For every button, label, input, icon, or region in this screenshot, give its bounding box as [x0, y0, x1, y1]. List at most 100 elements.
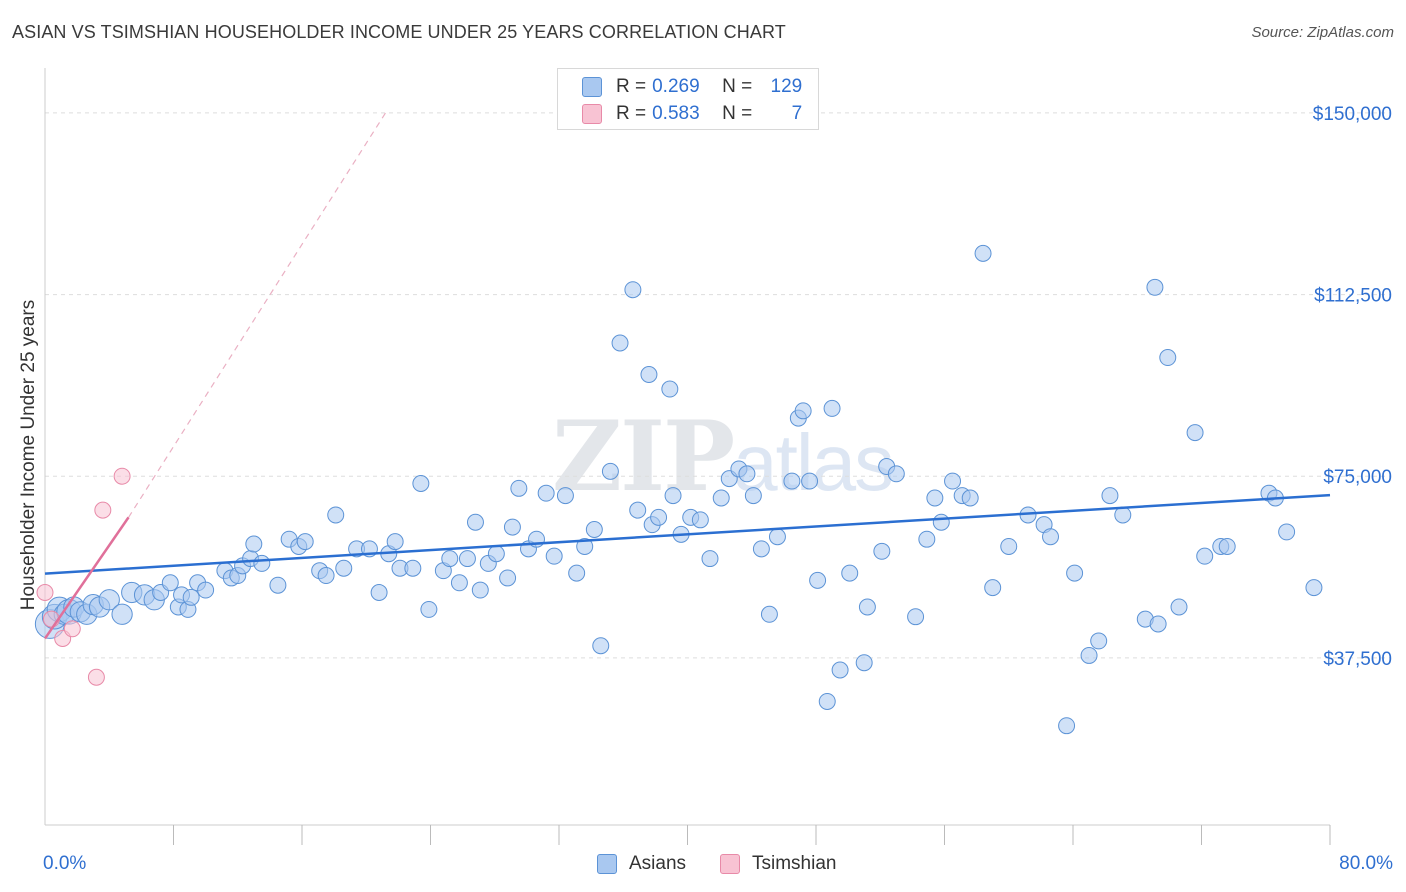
tsimshian-point [87, 668, 105, 686]
asian-point [926, 489, 944, 507]
y-axis-label: Householder Income Under 25 years [18, 300, 39, 611]
asian-point [1090, 632, 1108, 650]
tsimshian-point [94, 501, 112, 519]
asian-point [1149, 615, 1167, 633]
bottom-legend-tsimshian-label: Tsimshian [752, 853, 837, 874]
x-tick-label: 80.0% [1339, 853, 1393, 874]
y-tick-label: $75,000 [1323, 467, 1392, 488]
asian-point [611, 334, 629, 352]
bottom-legend-tsimshian: Tsimshian [720, 852, 836, 876]
asian-trend-line [44, 493, 1331, 575]
asian-point [412, 475, 430, 492]
asian-point [1218, 537, 1236, 555]
tsimshian-point [113, 467, 131, 485]
source-note: Source: ZipAtlas.com [1251, 24, 1394, 41]
asian-point [466, 513, 484, 531]
asian-point [386, 533, 404, 551]
asian-point [752, 540, 770, 558]
asian-point [1278, 523, 1296, 541]
legend-r-label: R = [616, 103, 647, 124]
asian-point [712, 489, 730, 507]
asian-point [794, 402, 812, 420]
asian-point [801, 472, 819, 490]
asian-point [269, 576, 287, 594]
watermark-zip: ZIP [552, 400, 735, 513]
asian-point [1146, 278, 1164, 296]
x-tick-label: 0.0% [43, 853, 86, 874]
legend-n-label: N = [722, 103, 753, 124]
asians-swatch [597, 854, 617, 874]
asian-point [182, 588, 200, 606]
asian-point [585, 521, 603, 538]
asian-point [1101, 487, 1119, 505]
legend-n-value: 129 [770, 76, 803, 97]
legend-r-value: 0.583 [652, 103, 700, 124]
tsimshian-point [63, 620, 81, 638]
asian-point [404, 559, 422, 577]
asian-point [961, 489, 979, 507]
asian-point [944, 472, 962, 490]
chart-title: ASIAN VS TSIMSHIAN HOUSEHOLDER INCOME UN… [12, 22, 786, 42]
asian-point [335, 559, 353, 577]
tsimshian-swatch [720, 854, 740, 874]
asian-point [327, 506, 345, 524]
asian-point [450, 574, 468, 592]
asian-point [984, 579, 1002, 597]
watermark: ZIPatlas [552, 400, 894, 513]
legend-row-tsimshian: R = 0.583 N = 7 [582, 102, 802, 126]
bottom-legend-asians: Asians [597, 852, 686, 876]
asian-point [932, 513, 950, 531]
asian-point [487, 545, 505, 563]
asian-point [640, 366, 658, 383]
asian-point [809, 571, 827, 589]
asian-point [245, 535, 263, 553]
asian-point [568, 564, 586, 582]
asian-point [974, 244, 992, 262]
asian-point [111, 603, 133, 625]
asian-point [783, 472, 801, 490]
asian-point [841, 564, 859, 582]
asian-point [1159, 349, 1177, 367]
legend-r-label: R = [616, 76, 647, 97]
asian-point [1305, 579, 1323, 597]
tsimshian-swatch [582, 104, 602, 124]
asian-point [650, 508, 668, 526]
asian-point [1114, 506, 1132, 524]
asian-point [556, 487, 574, 505]
legend-n-value: 7 [791, 103, 803, 124]
asian-point [624, 281, 642, 299]
asian-point [1196, 547, 1214, 565]
asian-point [537, 484, 555, 502]
asian-point [592, 637, 610, 655]
asian-point [818, 692, 836, 710]
asian-point [1066, 564, 1084, 582]
asian-point [744, 487, 762, 505]
asian-point [253, 554, 271, 572]
asian-point [873, 542, 891, 560]
asian-point [887, 465, 905, 483]
correlation-legend: R = 0.269 N = 129 R = 0.583 N = 7 [557, 68, 819, 130]
asian-point [161, 574, 179, 592]
asian-point [576, 537, 594, 555]
asian-point [458, 550, 476, 568]
asian-point [855, 654, 873, 672]
asian-point [738, 465, 756, 483]
tsimshian-point [36, 584, 54, 601]
asian-point [296, 533, 314, 551]
tsimshian-trend-line [43, 516, 130, 640]
asian-point [420, 600, 438, 618]
asian-point [760, 605, 778, 623]
legend-n-label: N = [722, 76, 753, 97]
y-tick-label: $112,500 [1314, 286, 1392, 307]
asian-point [858, 598, 876, 616]
asian-point [661, 380, 679, 398]
asian-point [601, 462, 619, 480]
asian-point [471, 581, 489, 599]
asian-point [1080, 646, 1098, 664]
asian-point [1170, 598, 1188, 616]
asian-point [629, 501, 647, 519]
asian-point [691, 511, 709, 529]
y-tick-label: $37,500 [1323, 649, 1392, 670]
asian-point [1186, 424, 1204, 442]
